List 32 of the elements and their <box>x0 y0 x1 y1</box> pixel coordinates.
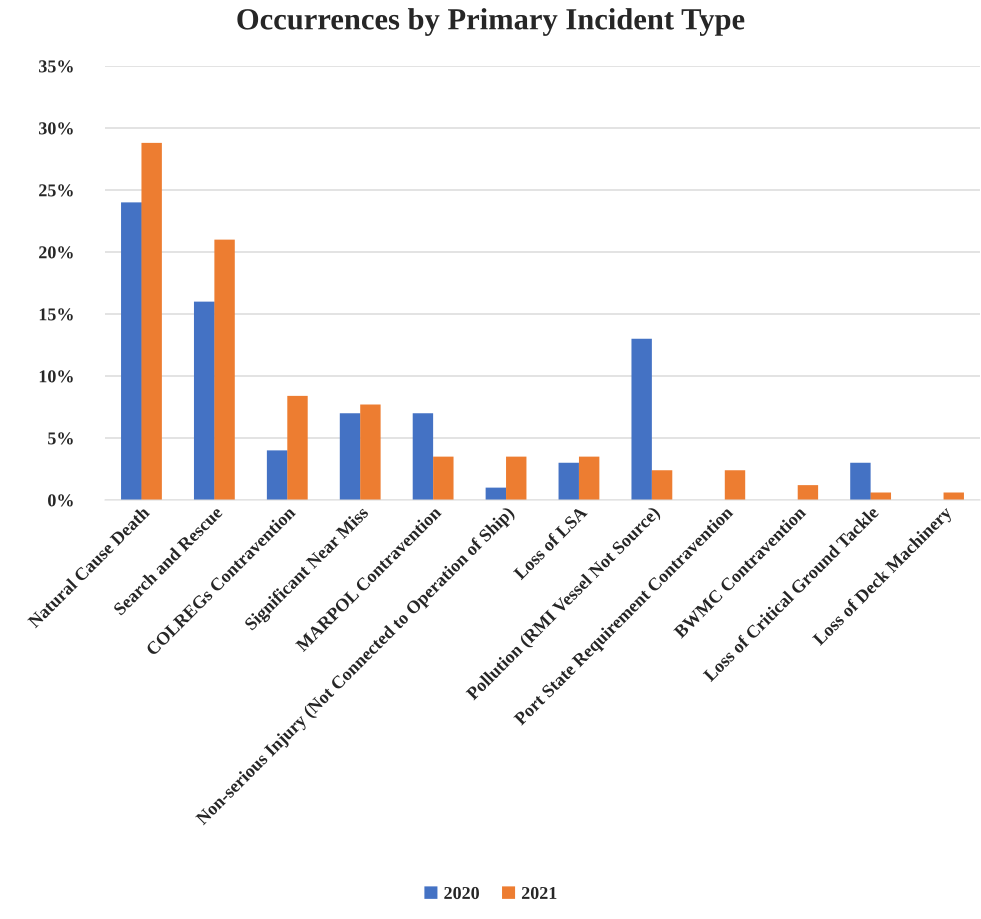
y-tick-label: 10% <box>40 370 73 382</box>
y-tick-label: 30% <box>39 122 73 134</box>
bar <box>724 470 746 500</box>
bar <box>558 462 579 500</box>
bar <box>433 456 454 500</box>
bar <box>266 450 288 500</box>
bar <box>121 202 142 500</box>
bar <box>506 456 526 500</box>
bar <box>214 240 235 500</box>
bar <box>944 492 964 500</box>
y-tick-label: 25% <box>39 184 73 196</box>
bar <box>194 302 214 500</box>
legend-label: 2021 <box>522 886 556 900</box>
bar <box>412 413 434 500</box>
bar <box>870 492 892 500</box>
bar <box>141 142 162 500</box>
y-tick-label: 5% <box>48 432 73 444</box>
legend-label: 2020 <box>444 886 479 900</box>
bar <box>652 470 672 500</box>
bar <box>578 456 600 500</box>
y-tick-label: 20% <box>39 246 73 258</box>
bar <box>850 462 871 500</box>
y-tick-label: 35% <box>39 60 73 72</box>
bar <box>340 413 360 500</box>
y-tick-label: 15% <box>40 308 73 320</box>
bar <box>798 485 818 500</box>
bar <box>486 488 506 500</box>
bar <box>287 396 308 500</box>
chart-title: Occurrences by Primary Incident Type <box>237 8 744 36</box>
y-tick-label: 0% <box>48 494 73 506</box>
bar <box>360 404 381 500</box>
bar <box>631 338 652 500</box>
